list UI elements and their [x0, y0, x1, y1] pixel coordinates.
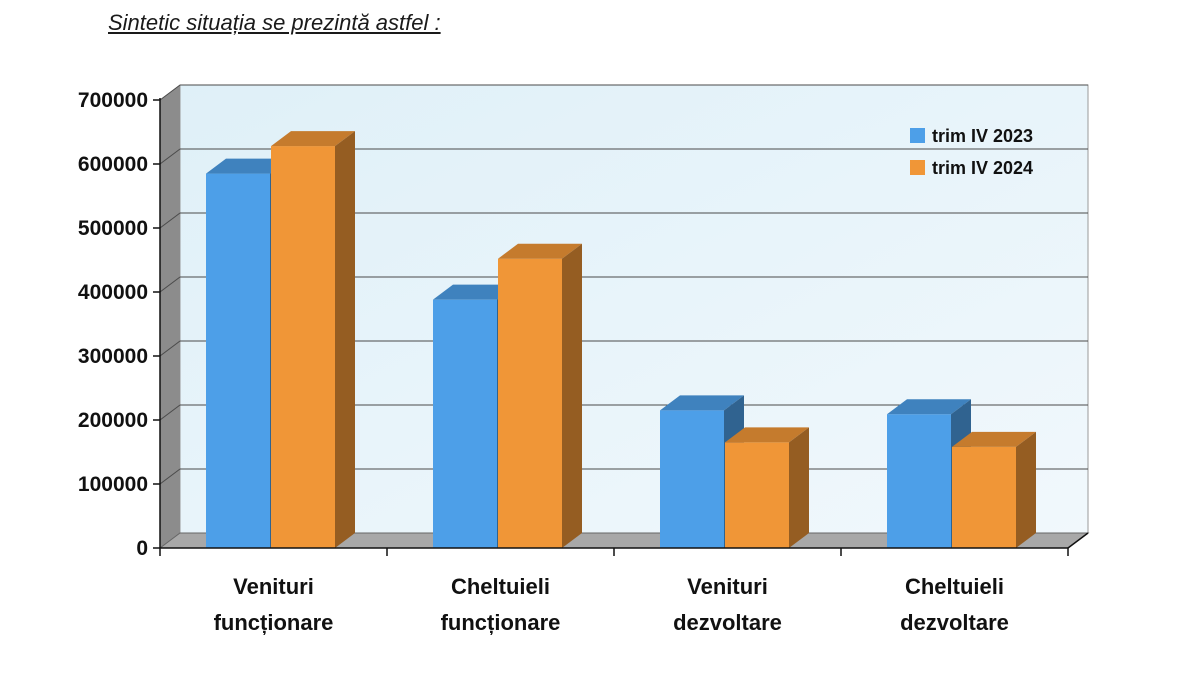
bar-side: [1016, 431, 1036, 548]
bar-front: [498, 258, 562, 548]
x-axis-depth-line: [1067, 532, 1089, 549]
x-category-label: Cheltuieli: [905, 574, 1004, 599]
bar-front: [206, 173, 270, 548]
x-category-label: Venituri: [687, 574, 768, 599]
gridline-side: [159, 468, 181, 485]
gridline-side: [159, 212, 181, 229]
bar-front: [725, 442, 789, 548]
page-heading: Sintetic situația se prezintă astfel :: [108, 10, 441, 35]
bar: [498, 243, 582, 548]
y-tick-label: 600000: [78, 153, 148, 176]
gridline-side: [159, 404, 181, 421]
y-tick-label: 700000: [78, 89, 148, 112]
x-category-label: Venituri: [233, 574, 314, 599]
x-category-label: Cheltuieli: [451, 574, 550, 599]
bar-top: [271, 131, 355, 147]
x-category-label: funcționare: [214, 610, 334, 635]
y-tick-label: 0: [136, 537, 148, 560]
gridline-side: [159, 340, 181, 357]
x-category-label: dezvoltare: [673, 610, 782, 635]
y-tick-label: 400000: [78, 281, 148, 304]
y-tick-label: 200000: [78, 409, 148, 432]
legend-label: trim IV 2024: [932, 158, 1033, 178]
bar-front: [952, 446, 1016, 548]
legend-swatch: [910, 128, 925, 143]
gridline-side: [159, 84, 181, 101]
y-tick-label: 500000: [78, 217, 148, 240]
bar-front: [887, 414, 951, 548]
bar-front: [660, 410, 724, 548]
chart-side-wall: [160, 85, 180, 548]
bar-top: [498, 243, 582, 259]
bar-front: [271, 146, 335, 548]
bar-top: [433, 284, 517, 300]
bar-top: [206, 158, 290, 174]
gridline-side: [159, 276, 181, 293]
legend-label: trim IV 2023: [932, 126, 1033, 146]
legend-swatch: [910, 160, 925, 175]
bar-side: [562, 243, 582, 548]
gridline-side: [159, 148, 181, 165]
bar-top: [660, 395, 744, 411]
bar: [952, 431, 1036, 548]
bar: [271, 131, 355, 548]
bar-side: [335, 131, 355, 548]
bar: [725, 427, 809, 548]
bar-side: [789, 427, 809, 548]
bar-top: [725, 427, 809, 443]
y-tick-label: 100000: [78, 473, 148, 496]
y-tick-label: 300000: [78, 345, 148, 368]
bar-top: [952, 431, 1036, 447]
bar-front: [433, 299, 497, 548]
x-category-label: dezvoltare: [900, 610, 1009, 635]
bar-top: [887, 399, 971, 415]
x-category-label: funcționare: [441, 610, 561, 635]
